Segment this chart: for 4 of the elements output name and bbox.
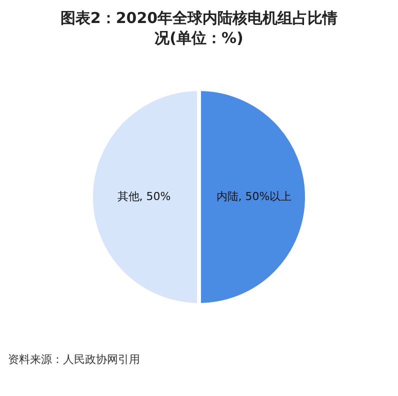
slice-label: 其他, 50% xyxy=(117,190,171,203)
chart-title: 图表2：2020年全球内陆核电机组占比情况(单位：%) xyxy=(59,8,339,48)
text: 资料来源：人民政协网引用 xyxy=(8,352,140,367)
slice-label: 内陆, 50%以上 xyxy=(216,190,292,203)
